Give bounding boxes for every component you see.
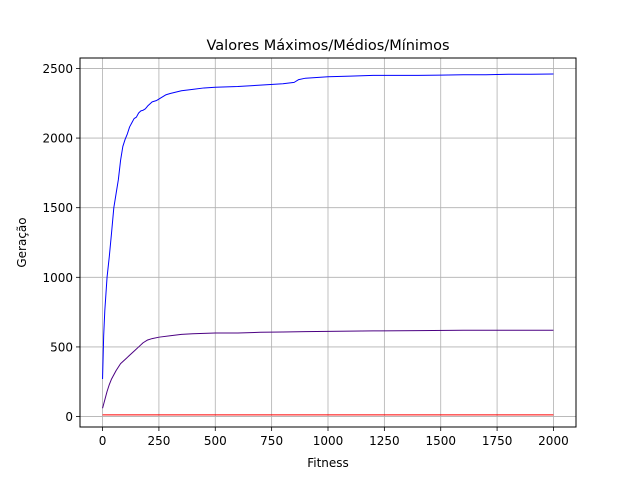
- chart-title: Valores Máximos/Médios/Mínimos: [206, 38, 449, 54]
- series-lines: [102, 73, 554, 416]
- x-tick-label: 2000: [538, 434, 569, 448]
- y-tick-label: 2000: [42, 132, 73, 146]
- x-tick-label: 250: [147, 434, 170, 448]
- x-tick-label: 500: [204, 434, 227, 448]
- y-tick-label: 0: [65, 410, 73, 424]
- y-tick-label: 1500: [42, 201, 73, 215]
- axis-ticks: 0 250 500 750 1000 1250 1500 1750 2000 0 500 1000 15…: [42, 62, 568, 448]
- y-axis-label: Geração: [15, 217, 29, 267]
- grid-lines: [80, 58, 576, 427]
- y-tick-label: 1000: [42, 271, 73, 285]
- x-tick-label: 1500: [425, 434, 456, 448]
- y-tick-label: 2500: [42, 62, 73, 76]
- x-tick-label: 1250: [369, 434, 400, 448]
- x-tick-label: 1750: [482, 434, 513, 448]
- x-tick-label: 0: [99, 434, 107, 448]
- x-tick-label: 750: [260, 434, 283, 448]
- series-line-1: [102, 73, 554, 379]
- y-tick-label: 500: [50, 340, 73, 354]
- x-axis-label: Fitness: [307, 456, 349, 470]
- x-tick-label: 1000: [313, 434, 344, 448]
- series-line-2: [102, 329, 554, 409]
